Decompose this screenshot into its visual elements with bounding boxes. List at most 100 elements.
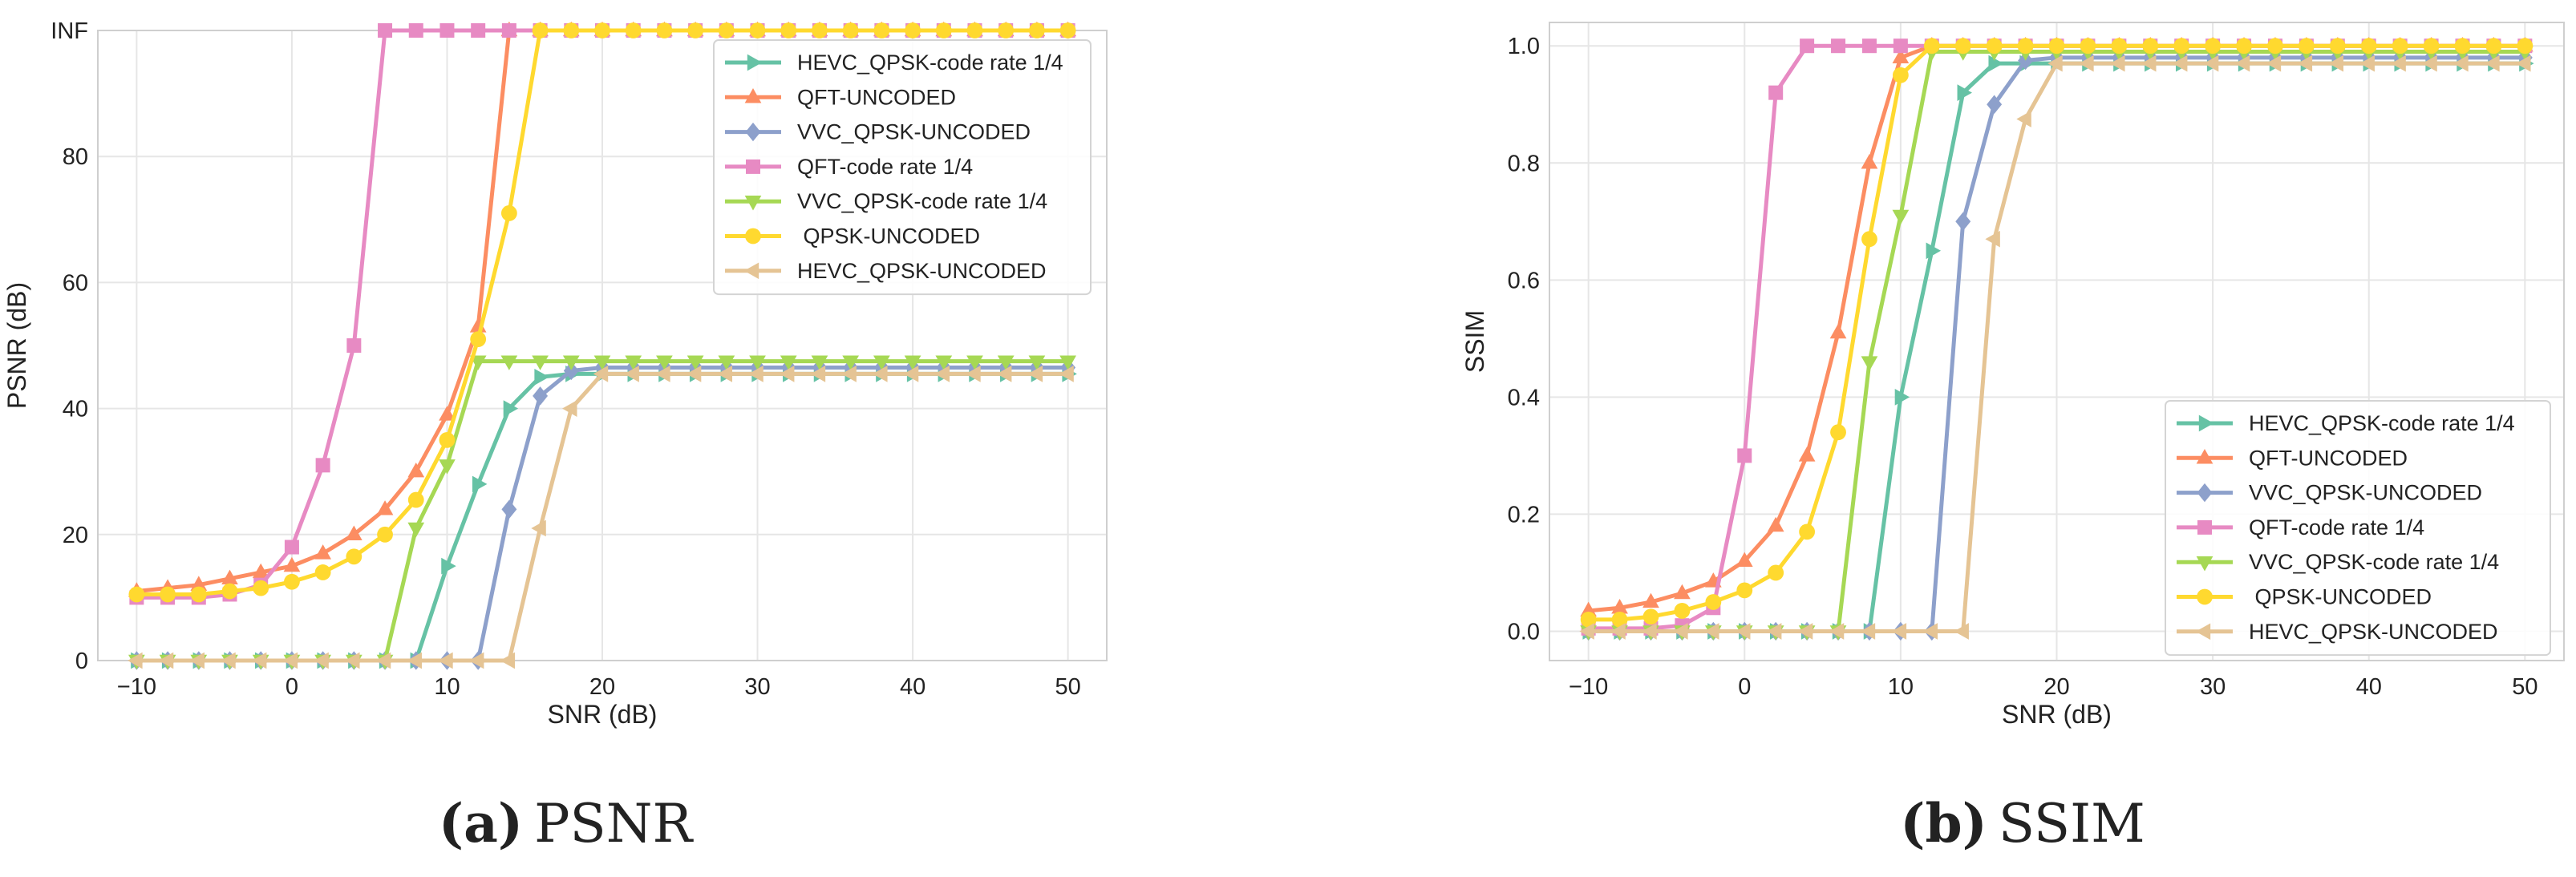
psnr-x-tick-label: 40 [900, 674, 925, 700]
psnr-data-point [905, 22, 921, 38]
psnr-data-point [314, 544, 331, 560]
ssim-data-point [2172, 55, 2188, 72]
psnr-data-point [315, 458, 330, 473]
psnr-legend-swatch-marker [743, 262, 759, 280]
psnr-data-point [625, 355, 642, 370]
ssim-caption-text: SSIM [1999, 793, 2145, 855]
ssim-data-point [2016, 111, 2031, 127]
ssim-data-point [1610, 623, 1626, 640]
ssim-y-tick-label: 0.6 [1508, 268, 1540, 293]
ssim-x-tick-label: 10 [1888, 674, 1914, 700]
psnr-data-point [842, 22, 859, 38]
ssim-data-point [1861, 356, 1878, 371]
ssim-data-point [1800, 38, 1815, 54]
psnr-y-tick-label: 40 [63, 397, 88, 422]
psnr-data-point [749, 22, 766, 38]
psnr-y-tick-label: INF [51, 18, 88, 44]
ssim-y-tick-label: 0.0 [1508, 619, 1540, 645]
psnr-data-point [594, 22, 610, 38]
psnr-data-point [314, 652, 329, 669]
ssim-data-point [1736, 582, 1753, 599]
psnr-legend-label: QPSK-UNCODED [797, 224, 980, 249]
ssim-data-point [2048, 38, 2065, 55]
ssim-data-point [1704, 623, 1719, 640]
ssim-data-point [1797, 623, 1813, 640]
psnr-data-point [810, 366, 826, 382]
psnr-data-point [1059, 366, 1074, 382]
psnr-data-point [500, 652, 516, 669]
ssim-data-point [2453, 55, 2469, 72]
psnr-data-point [563, 22, 580, 38]
ssim-data-point [2047, 55, 2063, 72]
psnr-data-point [501, 499, 517, 519]
psnr-data-point [1059, 22, 1076, 38]
psnr-series-hevc-qpsk-uncoded [128, 366, 1074, 669]
ssim-data-point [1892, 48, 1910, 64]
psnr-data-point [655, 366, 670, 382]
psnr-data-point [934, 366, 950, 382]
ssim-data-point [1861, 231, 1877, 248]
ssim-legend-label: VVC_QPSK-code rate 1/4 [2249, 550, 2499, 574]
psnr-data-point [252, 563, 269, 579]
psnr-data-point [996, 366, 1012, 382]
psnr-data-point [593, 366, 609, 382]
psnr-data-point [189, 652, 205, 669]
ssim-data-point [1799, 523, 1816, 540]
psnr-data-point [221, 652, 236, 669]
ssim-legend-label: QPSK-UNCODED [2249, 585, 2432, 609]
ssim-data-point [2298, 38, 2315, 55]
ssim-data-point [2173, 38, 2190, 55]
ssim-legend-label: VVC_QPSK-UNCODED [2249, 481, 2482, 505]
psnr-data-point [438, 652, 453, 669]
ssim-data-point [2234, 55, 2250, 72]
ssim-legend-swatch-marker [2195, 623, 2211, 641]
psnr-data-point [408, 23, 423, 38]
ssim-x-tick-label: 50 [2512, 674, 2538, 700]
psnr-data-point [873, 22, 890, 38]
psnr-data-point [190, 586, 207, 603]
ssim-data-point [2017, 38, 2034, 55]
ssim-data-point [1768, 85, 1784, 100]
psnr-data-point [624, 366, 639, 382]
ssim-data-point [1642, 592, 1659, 608]
psnr-caption-letter: (a) [439, 792, 523, 855]
ssim-data-point [1955, 212, 1971, 231]
psnr-data-point [439, 23, 455, 38]
psnr-data-point [283, 556, 301, 572]
psnr-data-point [378, 23, 393, 38]
psnr-x-tick-label: 20 [589, 674, 615, 700]
psnr-data-point [718, 355, 735, 370]
ssim-data-point [1954, 38, 1971, 55]
ssim-plot-frame [1549, 22, 2565, 661]
ssim-data-point [2110, 55, 2125, 72]
ssim-data-point [2205, 38, 2222, 55]
psnr-data-point [345, 525, 363, 540]
psnr-data-point [748, 366, 763, 382]
ssim-data-point [2080, 38, 2096, 55]
psnr-data-point [500, 205, 517, 221]
ssim-data-point [2359, 55, 2375, 72]
ssim-data-point [1954, 623, 1969, 640]
ssim-data-point [1674, 584, 1691, 600]
psnr-data-point [500, 355, 518, 370]
ssim-data-point [1986, 38, 2003, 55]
psnr-legend-swatch-marker [747, 54, 763, 71]
psnr-data-point [376, 500, 394, 515]
psnr-data-point [1029, 22, 1045, 38]
psnr-data-point [903, 366, 919, 382]
psnr-data-point [998, 22, 1015, 38]
psnr-data-point [687, 355, 704, 370]
psnr-y-tick-label: 60 [63, 270, 88, 296]
ssim-data-point [1923, 38, 1940, 55]
psnr-data-point [407, 522, 425, 538]
ssim-caption-letter: (b) [1900, 792, 1987, 855]
psnr-legend-label: VVC_QPSK-UNCODED [797, 120, 1031, 144]
psnr-legend-label: VVC_QPSK-code rate 1/4 [797, 189, 1047, 213]
psnr-data-point [687, 22, 704, 38]
psnr-data-point [656, 22, 673, 38]
psnr-data-point [284, 573, 300, 590]
psnr-data-point [253, 580, 269, 596]
psnr-data-point [128, 652, 143, 669]
psnr-data-point [533, 386, 549, 406]
psnr-legend-swatch-marker [744, 196, 762, 211]
